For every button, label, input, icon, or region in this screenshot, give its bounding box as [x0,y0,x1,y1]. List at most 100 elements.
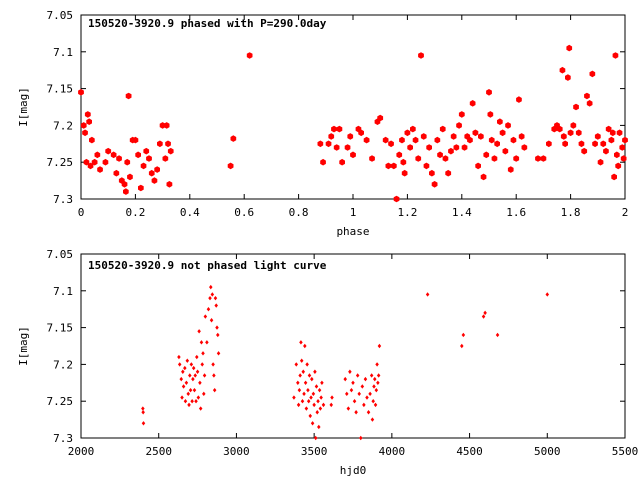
phased-light-curve-panel: 0 0.2 0.4 0.6 0.8 1 1.2 1.4 1.6 1.8 2 7.05 7.1 7.15 7.… [17,9,628,238]
x-axis-label: hjd0 [340,464,367,477]
axis-ticks: 2000 2500 3000 3500 4000 4500 5000 5500 7.05 7.1 7… [47,248,639,458]
data-point [400,158,407,166]
data-point [445,169,452,177]
data-point [314,384,319,389]
data-point [333,144,340,151]
data-point [301,369,306,374]
data-point [437,151,443,159]
data-point [377,343,382,349]
data-point [212,387,217,393]
y-tick-label: 7.1 [53,285,73,298]
data-point [431,181,438,188]
data-point [612,52,619,59]
data-point [208,295,212,301]
data-point [177,354,181,360]
data-point [375,362,379,367]
data-point [181,369,185,374]
data-point [210,292,215,297]
data-point [494,140,500,148]
data-point [622,136,628,144]
data-point [619,144,626,151]
data-point [354,410,358,415]
data-point [605,125,612,133]
data-point [614,151,620,159]
data-point [317,387,322,393]
data-point [320,380,324,385]
data-point [146,155,152,162]
data-point [360,384,365,389]
data-point [483,310,487,316]
data-point [190,399,194,404]
x-tick-label: 2500 [145,445,172,458]
data-point [186,391,191,397]
data-point [292,395,296,400]
data-point [349,387,354,393]
data-point [420,133,427,140]
data-point [296,402,301,408]
data-point [418,52,424,59]
data-point [453,144,460,151]
data-point [372,384,376,389]
x-tick-label: 0 [78,206,85,219]
data-point [423,162,430,170]
data-point [84,111,91,118]
chart-title: 150520-3920.9 phased with P=290.0day [88,17,327,30]
data-point [369,155,375,162]
x-tick-label: 5000 [534,445,561,458]
data-point [567,129,574,137]
data-point [330,395,334,400]
data-point [429,169,435,177]
data-point [399,136,405,144]
data-point [193,373,197,378]
data-point [82,129,88,137]
data-point [302,391,306,397]
data-point [401,169,408,177]
data-point [116,155,122,162]
data-point [439,125,446,133]
data-point [184,380,189,385]
data-point [97,166,103,173]
data-point [425,292,430,297]
data-point [309,395,313,400]
data-point [141,406,145,411]
data-point [467,136,473,144]
data-point [132,136,139,144]
data-point [505,122,511,129]
data-point [396,151,403,159]
data-point [191,365,196,371]
data-point [373,376,377,382]
data-point [388,140,394,148]
x-tick-label: 1.4 [452,206,472,219]
data-point [313,435,318,441]
axis-ticks: 0 0.2 0.4 0.6 0.8 1 1.2 1.4 1.6 1.8 2 7.05 7.1 7.15 7.… [47,9,629,219]
y-tick-label: 7.2 [53,358,73,371]
data-point [319,395,323,400]
data-point [113,169,120,177]
data-point [497,118,503,125]
data-point [138,184,144,192]
data-point [351,380,355,385]
data-point [371,399,375,404]
data-point [194,399,198,404]
data-point [518,133,525,140]
data-point [611,173,617,181]
y-tick-label: 7.15 [47,83,74,96]
data-point [191,376,195,382]
data-point [483,151,490,159]
data-point [586,100,593,107]
data-point [80,122,87,129]
data-point [192,387,197,393]
data-point [310,376,314,382]
x-tick-label: 3500 [301,445,328,458]
data-point [183,365,187,371]
data-point [127,173,133,181]
y-tick-label: 7.25 [47,156,74,169]
data-point [573,103,579,111]
data-point [461,332,466,338]
data-point [584,92,590,100]
data-point [345,391,349,397]
data-point [615,162,622,170]
data-point [212,373,216,378]
data-point [357,391,361,397]
